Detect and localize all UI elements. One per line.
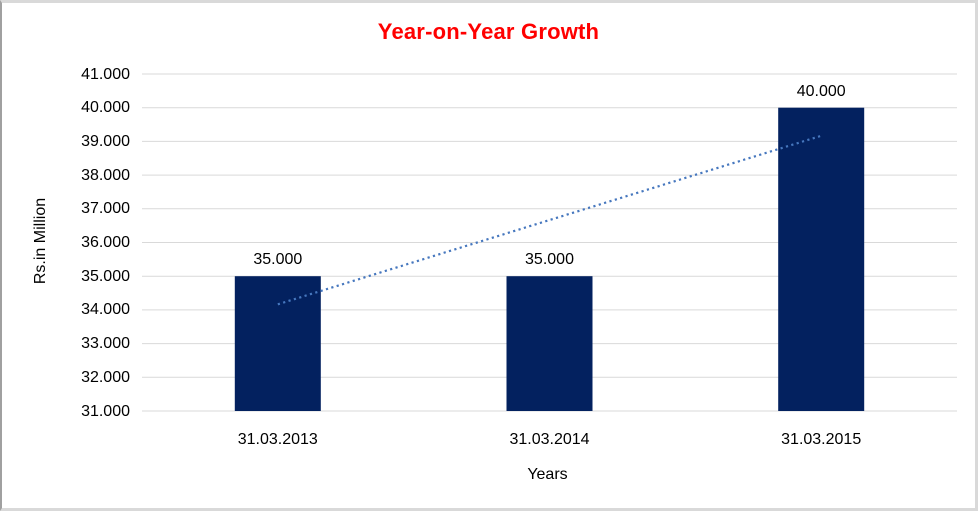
y-tick-label: 38.000 [81, 166, 130, 184]
plot-area [142, 73, 957, 412]
y-tick-label: 41.000 [81, 65, 130, 83]
y-tick-label: 36.000 [81, 234, 130, 251]
y-tick-label: 32.000 [81, 368, 130, 386]
y-tick-label: 35.000 [81, 267, 130, 285]
y-tick-label: 39.000 [81, 132, 130, 150]
x-axis-title: Years [527, 466, 568, 483]
chart-title: Year-on-Year Growth [377, 19, 600, 44]
x-tick-label: 31.03.2014 [509, 431, 590, 448]
x-tick-label: 31.03.2015 [781, 431, 862, 448]
bar-31.03.2015 [778, 107, 865, 411]
y-tick-label: 34.000 [81, 301, 130, 319]
bar-value-label: 40.000 [796, 82, 846, 100]
bar-31.03.2014 [506, 276, 593, 411]
bar-value-label: 35.000 [253, 251, 303, 269]
y-tick-label: 40.000 [81, 99, 130, 117]
y-tick-label: 31.000 [81, 402, 130, 420]
y-tick-label: 33.000 [81, 335, 130, 353]
y-tick-label: 37.000 [81, 200, 130, 218]
bar-31.03.2013 [234, 276, 321, 411]
bar-value-label: 35.000 [525, 251, 574, 269]
x-tick-label: 31.03.2013 [237, 431, 318, 448]
